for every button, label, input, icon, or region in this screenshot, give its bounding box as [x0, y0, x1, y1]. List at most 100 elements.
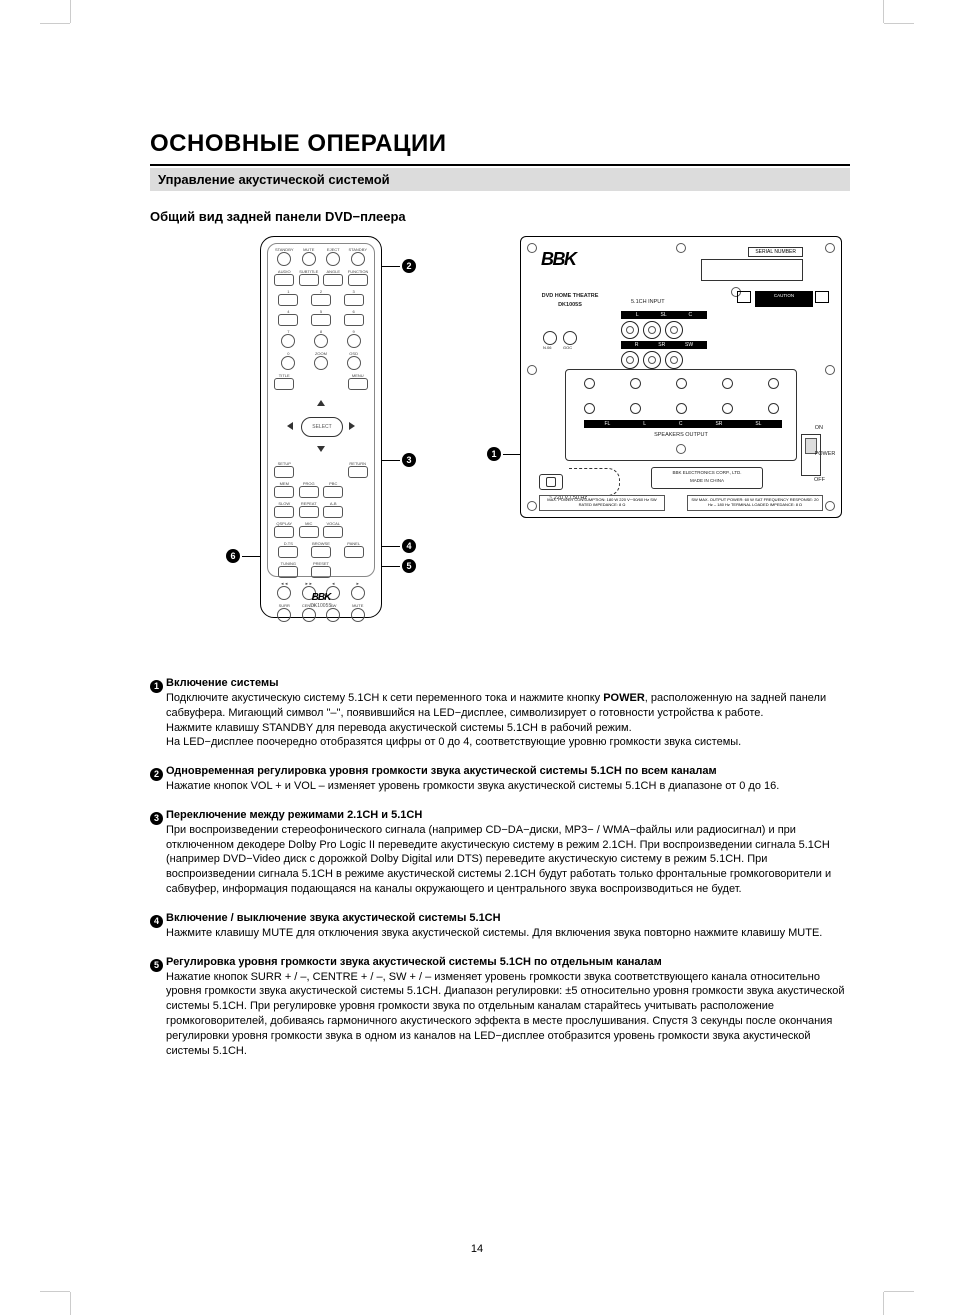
remote-button [314, 334, 328, 348]
remote-button [274, 506, 294, 518]
remote-logo: BBK DK1005S [261, 592, 381, 609]
crop-mark [884, 1291, 914, 1292]
manual-page: ОСНОВНЫЕ ОПЕРАЦИИ Управление акустическо… [0, 0, 954, 1315]
rca-jack-icon [665, 351, 683, 369]
screw-icon [527, 243, 537, 253]
screw-icon [825, 243, 835, 253]
remote-button [344, 546, 364, 558]
rca-jack-icon [643, 321, 661, 339]
item-title: Переключение между режимами 2.1CH и 5.1C… [166, 808, 850, 823]
remote-button [299, 486, 319, 498]
remote-button [274, 526, 294, 538]
remote-button [351, 252, 365, 266]
crop-mark [883, 0, 884, 23]
cert-icon [543, 331, 557, 345]
cert-label: GOC [563, 345, 572, 350]
remote-button [277, 252, 291, 266]
rca-label: SR [658, 342, 665, 348]
remote-button [278, 546, 298, 558]
instruction-item: 5Регулировка уровня громкости звука акус… [150, 955, 850, 1059]
remote-dpad: SELECT [281, 396, 361, 456]
callout-line [382, 266, 400, 267]
remote-control-diagram: STANDBYMUTEEJECTSTANDBYAUDIOSUBTITLEANGL… [260, 236, 382, 618]
rca-label: SW [685, 342, 693, 348]
remote-button [278, 566, 298, 578]
instruction-item: 2Одновременная регулировка уровня громко… [150, 764, 850, 794]
remote-button [348, 274, 368, 286]
terminal-label: L [643, 421, 646, 427]
terminal-row [566, 378, 796, 389]
callout-1: 1 [487, 447, 501, 461]
remote-button [348, 466, 368, 478]
screw-icon [676, 243, 686, 253]
info-box-right: SW MAX. OUTPUT POWER: 60 W SAT FREQUENCY… [687, 495, 823, 511]
remote-button [302, 608, 316, 622]
terminal-icon [768, 378, 779, 389]
mfr-box: BBK ELECTRONICS CORP., LTD. MADE IN CHIN… [651, 467, 763, 489]
crop-mark [884, 23, 914, 24]
item-title: Включение системы [166, 676, 850, 691]
crop-mark [70, 1292, 71, 1315]
remote-button [311, 294, 331, 306]
crop-mark [70, 0, 71, 23]
item-body: Одновременная регулировка уровня громкос… [166, 764, 850, 794]
warning-triangle-icon [815, 291, 829, 303]
section-heading: Управление акустической системой [150, 168, 850, 191]
remote-button [281, 356, 295, 370]
power-cord-icon [539, 474, 563, 490]
terminal-label: SR [715, 421, 722, 427]
item-text: Нажатие кнопок SURR + / –, CENTRE + / –,… [166, 970, 850, 1059]
remote-button-label [348, 502, 368, 506]
remote-button [274, 486, 294, 498]
terminal-icon [676, 403, 687, 414]
diagram-area: STANDBYMUTEEJECTSTANDBYAUDIOSUBTITLEANGL… [150, 236, 850, 666]
screw-icon [676, 444, 686, 454]
terminal-icon [584, 378, 595, 389]
input-label: 5.1CH INPUT [631, 299, 665, 305]
callout-line [503, 454, 521, 455]
remote-button [344, 314, 364, 326]
rca-jack-icon [643, 351, 661, 369]
title-rule [150, 164, 850, 166]
terminal-label: C [679, 421, 683, 427]
rca-label-bar: L SL C [621, 311, 707, 319]
remote-button-label [323, 462, 343, 466]
remote-button [347, 334, 361, 348]
screw-icon [825, 501, 835, 511]
remote-button-label [348, 522, 368, 526]
terminal-icon [722, 403, 733, 414]
rca-label: C [688, 312, 692, 318]
item-text: Нажмите клавишу MUTE для отключения звук… [166, 926, 850, 941]
rear-panel-diagram: BBK SERIAL NUMBER DVD HOME THEATRE DK100… [520, 236, 842, 518]
item-number: 5 [150, 955, 166, 1059]
remote-button [323, 526, 343, 538]
rca-row [621, 351, 683, 369]
switch-on-label: ON [815, 425, 823, 431]
item-title: Регулировка уровня громкости звука акуст… [166, 955, 850, 970]
terminal-label-bar: FL L C SR SL [584, 420, 782, 428]
switch-off-label: OFF [814, 477, 825, 483]
item-body: Регулировка уровня громкости звука акуст… [166, 955, 850, 1059]
remote-button [326, 608, 340, 622]
callout-5: 5 [402, 559, 416, 573]
speakers-output-label: SPEAKERS OUTPUT [566, 432, 796, 438]
remote-button [274, 378, 294, 390]
remote-button [274, 466, 294, 478]
remote-button [299, 274, 319, 286]
item-number: 2 [150, 764, 166, 794]
remote-button [281, 334, 295, 348]
remote-button [311, 546, 331, 558]
terminal-icon [584, 403, 595, 414]
product-title: DVD HOME THEATRE [535, 293, 605, 299]
remote-button [278, 294, 298, 306]
warning-triangle-icon [737, 291, 751, 303]
terminal-row [566, 403, 796, 414]
serial-number-box [701, 259, 803, 281]
remote-inner: STANDBYMUTEEJECTSTANDBYAUDIOSUBTITLEANGL… [267, 243, 375, 577]
rca-label: R [635, 342, 639, 348]
power-label: POWER [805, 451, 845, 457]
rca-label: SL [661, 312, 667, 318]
rear-logo: BBK [541, 249, 576, 270]
instruction-item: 1Включение системыПодключите акустическу… [150, 676, 850, 750]
rca-jack-icon [621, 351, 639, 369]
